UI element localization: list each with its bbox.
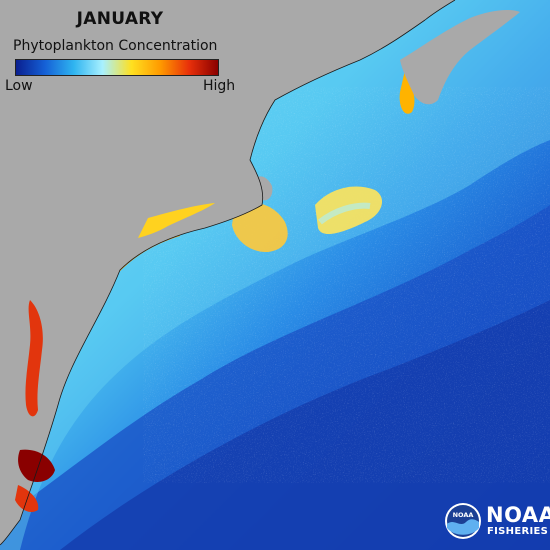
nova-scotia: [400, 10, 520, 105]
logo-agency-text: NOAA: [486, 503, 550, 527]
cape-cod: [255, 176, 273, 201]
fundy-bloom: [399, 70, 415, 114]
chesapeake-bay: [25, 300, 43, 417]
long-island: [138, 203, 215, 238]
pamlico-sound: [18, 449, 55, 482]
coastline: [0, 0, 456, 546]
nantucket-shoals-bloom: [232, 202, 288, 253]
svg-text:NOAA: NOAA: [453, 511, 474, 519]
legend-low-label: Low: [5, 78, 33, 94]
legend-high-label: High: [203, 78, 236, 94]
legend-colorbar: [15, 59, 219, 76]
logo-division-text: FISHERIES: [487, 526, 549, 537]
map-title: JANUARY: [76, 9, 164, 29]
noaa-emblem-icon: NOAA: [445, 503, 481, 539]
noaa-fisheries-logo: NOAA NOAA FISHERIES: [444, 502, 550, 544]
legend-label: Phytoplankton Concentration: [13, 38, 218, 54]
land-mass: [0, 0, 455, 545]
